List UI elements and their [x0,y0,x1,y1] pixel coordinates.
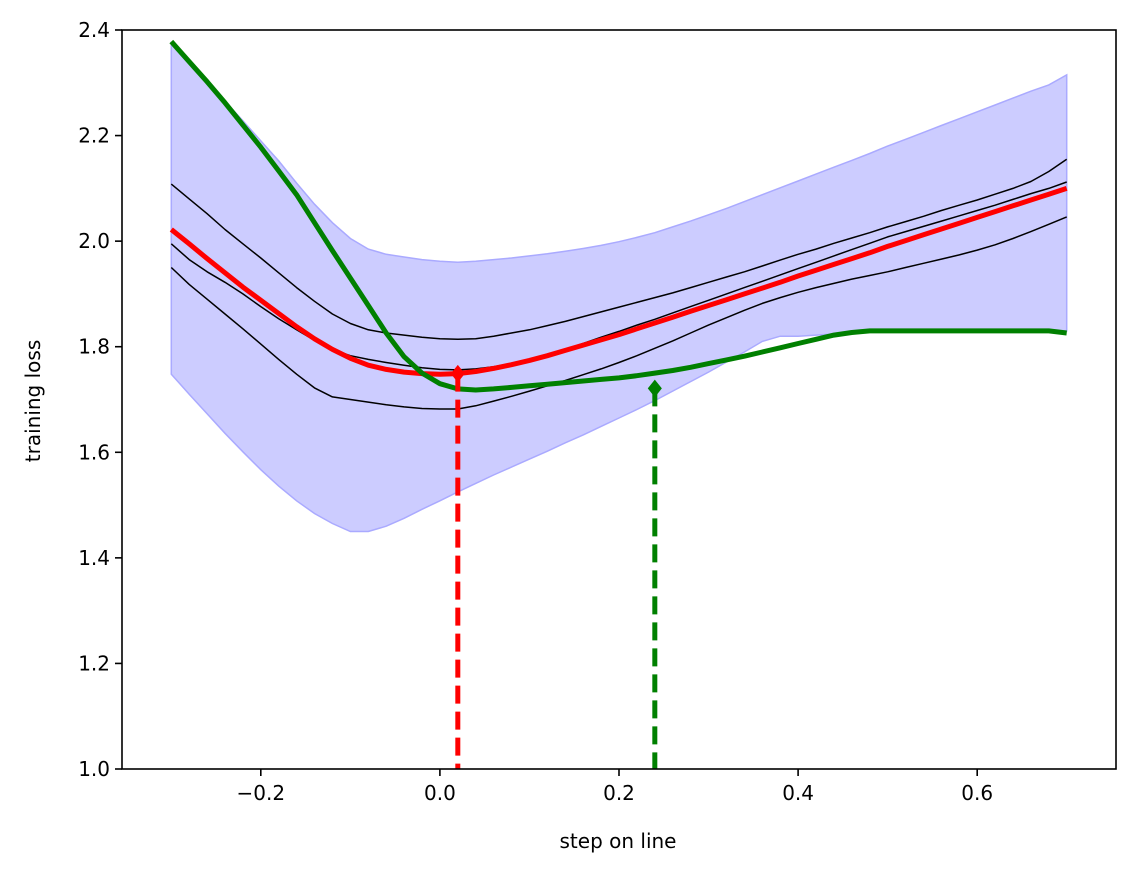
red-minimum-marker [450,364,465,383]
plot-area [169,39,1068,769]
x-tick-label: 0.2 [603,781,635,805]
series-line-green [169,39,1067,393]
y-tick-label: 1.0 [78,757,110,781]
series-line-sample-3 [170,216,1067,410]
x-tick-label: −0.2 [237,781,286,805]
series-line-mean [169,186,1068,377]
x-tick-label: 0.0 [424,781,456,805]
series-line-sample-1 [170,158,1068,341]
y-tick-label: 1.8 [78,335,110,359]
x-axis-label: step on line [560,829,677,853]
y-tick-label: 1.4 [78,546,110,570]
y-tick-label: 1.6 [78,440,110,464]
y-tick-label: 2.0 [78,229,110,253]
y-tick-label: 2.4 [78,18,110,42]
x-tick-label: 0.6 [961,781,993,805]
y-tick-label: 2.2 [78,124,110,148]
y-tick-label: 1.2 [78,651,110,675]
green-minimum-marker [647,379,662,398]
y-axis-label: training loss [21,340,45,462]
x-tick-label: 0.4 [782,781,814,805]
axes: −0.2 0.0 0.2 0.4 0.6 1.0 1.2 1.4 1.6 1.8 2.0 2.2 2.4 [78,18,1117,805]
plot-content [169,39,1068,769]
